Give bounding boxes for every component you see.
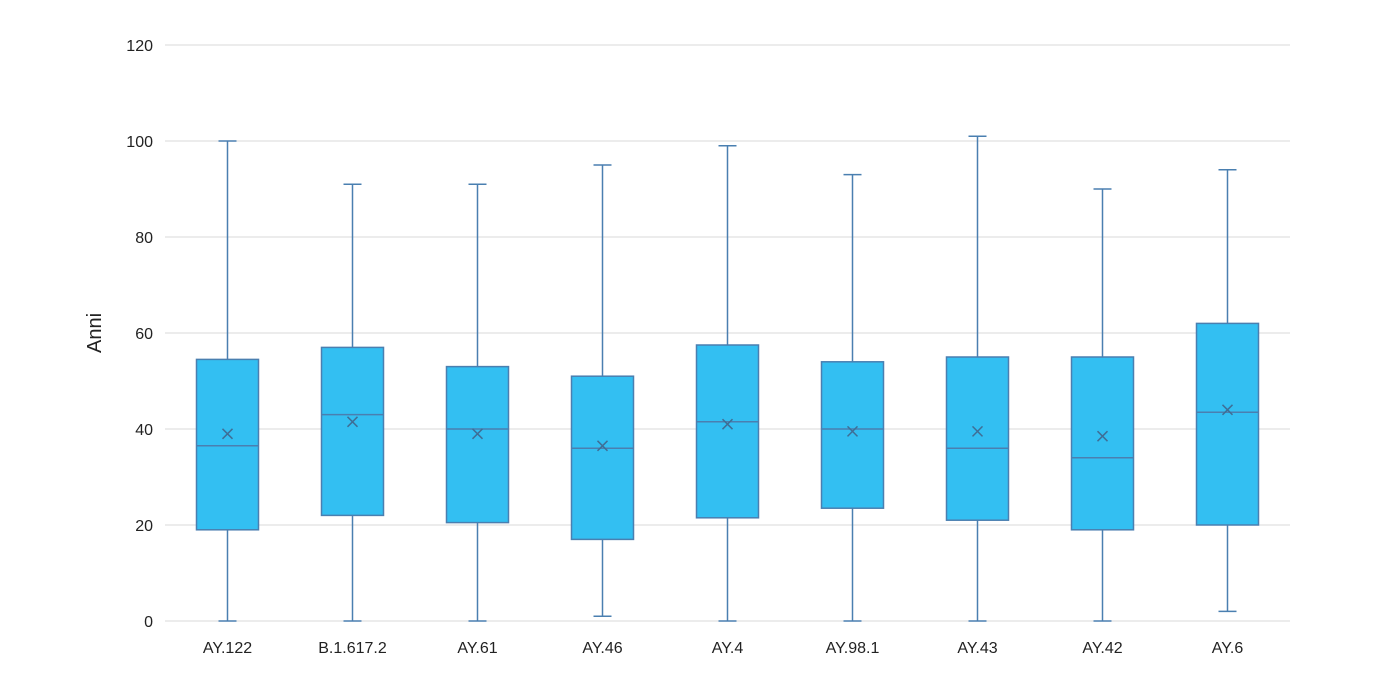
box-AY.43 [945,135,1010,622]
box-AY.42 [1070,188,1135,622]
y-axis-ticks: 0 20 40 60 80 100 120 [126,38,153,631]
x-tick-label: AY.122 [203,640,252,657]
mean-marker [846,425,859,437]
box-AY.46 [570,164,635,617]
box-AY.61 [445,183,510,622]
box-AY.122 [195,140,260,622]
y-tick-label: 60 [135,326,153,343]
mean-marker [971,425,984,437]
iqr-box [695,344,760,519]
box-AY.6 [1195,169,1260,613]
iqr-box [1070,356,1135,531]
mean-marker [721,418,734,430]
mean-marker [471,428,484,440]
x-tick-label: AY.98.1 [826,640,880,657]
mean-marker [596,440,609,452]
iqr-box [570,375,635,541]
y-tick-label: 0 [144,614,153,631]
y-tick-label: 40 [135,422,153,439]
boxes [195,135,1260,622]
box-B.1.617.2 [320,183,385,622]
y-tick-label: 80 [135,230,153,247]
iqr-box [945,356,1010,521]
y-tick-label: 100 [126,134,153,151]
y-tick-label: 120 [126,38,153,55]
iqr-box [1195,322,1260,526]
x-axis-ticks: AY.122 B.1.617.2 AY.61 AY.46 AY.4 AY.98.1 AY.4… [203,640,1243,657]
mean-marker [346,416,359,428]
x-tick-label: AY.46 [582,640,622,657]
iqr-box [320,346,385,517]
y-axis-title: Anni [84,313,106,353]
box-AY.98.1 [820,173,885,622]
x-tick-label: AY.4 [712,640,744,657]
x-tick-label: AY.43 [957,640,997,657]
x-tick-label: B.1.617.2 [318,640,387,657]
box-AY.4 [695,145,760,622]
iqr-box [820,361,885,509]
y-tick-label: 20 [135,518,153,535]
iqr-box [445,365,510,524]
x-tick-label: AY.61 [457,640,497,657]
mean-marker [221,428,234,440]
mean-marker [1221,404,1234,416]
iqr-box [195,358,260,531]
mean-marker [1096,430,1109,442]
x-tick-label: AY.42 [1082,640,1122,657]
x-tick-label: AY.6 [1212,640,1244,657]
